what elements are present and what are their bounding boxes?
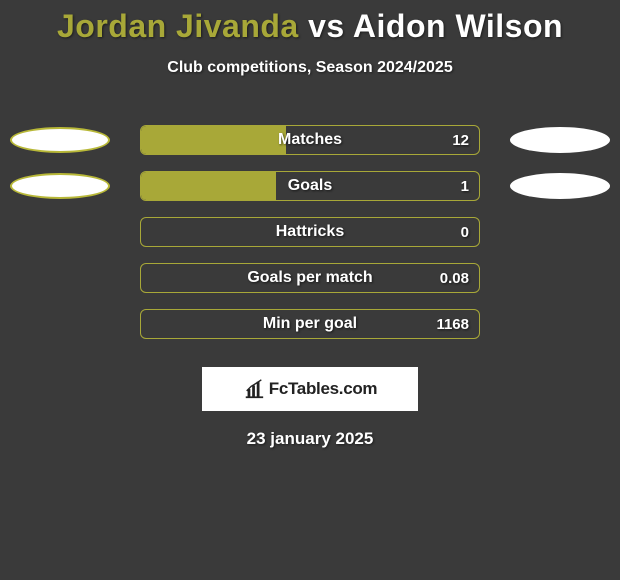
player2-marker bbox=[510, 173, 610, 199]
stat-value: 1168 bbox=[436, 310, 469, 338]
subtitle: Club competitions, Season 2024/2025 bbox=[0, 59, 620, 77]
date-label: 23 january 2025 bbox=[0, 429, 620, 449]
stat-bar: Hattricks 0 bbox=[140, 217, 480, 247]
player2-name: Aidon Wilson bbox=[353, 8, 563, 44]
stat-label: Goals bbox=[141, 172, 479, 200]
page-title: Jordan Jivanda vs Aidon Wilson bbox=[0, 8, 620, 45]
player2-marker bbox=[510, 127, 610, 153]
stat-value: 0 bbox=[461, 218, 469, 246]
stat-row: Goals per match 0.08 bbox=[0, 255, 620, 301]
stat-bar: Min per goal 1168 bbox=[140, 309, 480, 339]
stat-value: 12 bbox=[452, 126, 469, 154]
stat-label: Min per goal bbox=[141, 310, 479, 338]
logo: FcTables.com bbox=[243, 378, 378, 400]
stat-value: 1 bbox=[461, 172, 469, 200]
stat-label: Hattricks bbox=[141, 218, 479, 246]
player1-marker bbox=[10, 127, 110, 153]
logo-text: FcTables.com bbox=[269, 379, 378, 399]
stat-bar: Goals 1 bbox=[140, 171, 480, 201]
stat-row: Matches 12 bbox=[0, 117, 620, 163]
stat-row: Min per goal 1168 bbox=[0, 301, 620, 347]
stat-bar: Matches 12 bbox=[140, 125, 480, 155]
logo-box[interactable]: FcTables.com bbox=[202, 367, 418, 411]
bar-chart-icon bbox=[243, 378, 265, 400]
player1-marker bbox=[10, 173, 110, 199]
stat-value: 0.08 bbox=[440, 264, 469, 292]
player1-name: Jordan Jivanda bbox=[57, 8, 299, 44]
stat-label: Goals per match bbox=[141, 264, 479, 292]
stats-list: Matches 12 Goals 1 Hattricks 0 bbox=[0, 117, 620, 347]
comparison-card: Jordan Jivanda vs Aidon Wilson Club comp… bbox=[0, 0, 620, 449]
stat-bar: Goals per match 0.08 bbox=[140, 263, 480, 293]
stat-label: Matches bbox=[141, 126, 479, 154]
stat-row: Hattricks 0 bbox=[0, 209, 620, 255]
stat-row: Goals 1 bbox=[0, 163, 620, 209]
vs-label: vs bbox=[308, 8, 345, 44]
